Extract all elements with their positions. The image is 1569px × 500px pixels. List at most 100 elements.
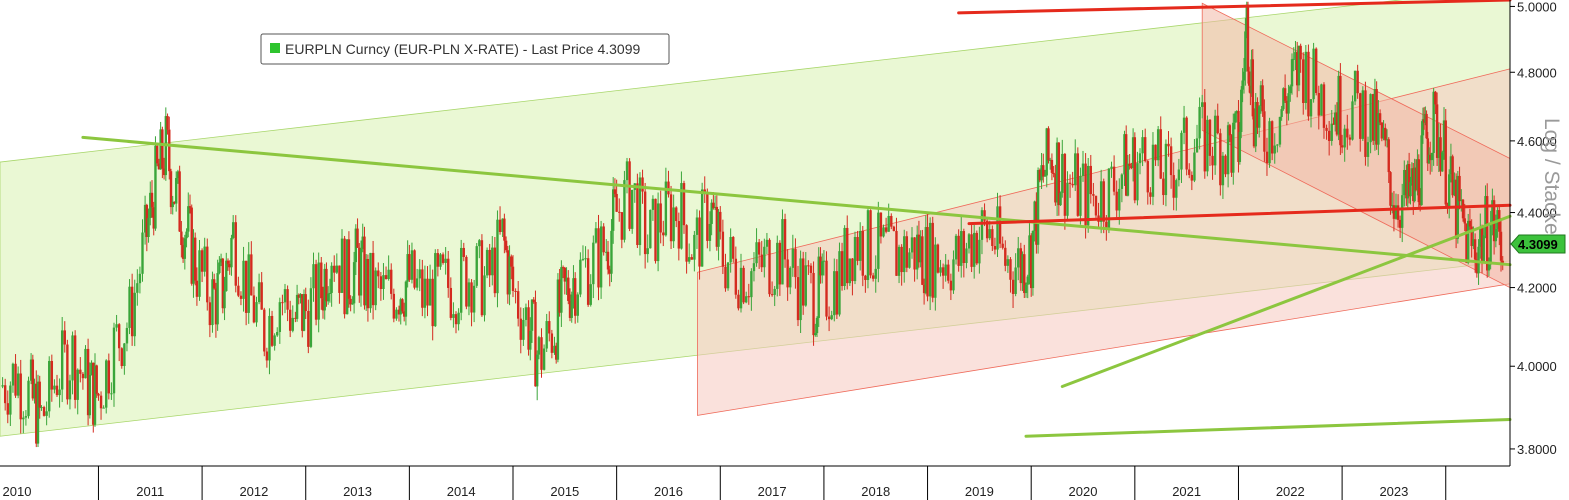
candle-body <box>174 177 178 204</box>
candle-body <box>295 294 299 319</box>
candle-body <box>81 373 85 379</box>
candle-body <box>804 265 807 306</box>
candle-body <box>1451 156 1454 196</box>
candle-body <box>669 194 673 242</box>
candle-body <box>1412 168 1415 202</box>
candle-body <box>228 263 231 268</box>
candle-body <box>439 254 442 267</box>
candle-body <box>1061 153 1064 193</box>
candle-body <box>169 171 173 208</box>
candle-body <box>53 385 56 390</box>
candle-body <box>221 258 225 309</box>
candle-body <box>972 232 976 267</box>
candle-body <box>1405 169 1408 199</box>
candle-body <box>548 321 551 334</box>
candle-body <box>516 291 520 319</box>
candle-body <box>149 192 152 218</box>
candle-body <box>1453 179 1456 196</box>
candle-body <box>825 260 828 317</box>
candle-body <box>361 236 364 249</box>
candle-body <box>326 293 330 302</box>
candle-body <box>1130 165 1133 169</box>
candle-body <box>978 239 981 264</box>
candle-body <box>871 275 875 279</box>
candle-body <box>157 163 161 170</box>
candle-body <box>993 245 997 250</box>
candle-body <box>794 248 797 278</box>
candle-body <box>503 218 506 241</box>
candle-body <box>428 278 432 306</box>
candle-body <box>288 309 292 331</box>
candle-body <box>835 271 839 315</box>
candle-body <box>1421 119 1425 136</box>
x-tick-label: 2019 <box>965 484 994 499</box>
candle-body <box>323 268 326 311</box>
candle-body <box>570 294 573 318</box>
candle-body <box>768 239 771 295</box>
candle-body <box>594 228 598 243</box>
candle-body <box>225 260 228 291</box>
candle-body <box>1263 111 1266 152</box>
candle-body <box>1107 168 1111 229</box>
candle-body <box>1364 90 1367 157</box>
candle-body <box>125 327 129 344</box>
candle-body <box>415 278 419 288</box>
candle-body <box>162 168 166 176</box>
candle-body <box>371 252 375 306</box>
candle-body <box>133 292 136 337</box>
y-tick-label: 4.0000 <box>1517 359 1557 374</box>
x-tick-label: 2022 <box>1276 484 1305 499</box>
candle-body <box>960 231 963 266</box>
candle-body <box>1036 170 1040 245</box>
candle-body <box>724 266 727 289</box>
candle-body <box>1149 192 1152 197</box>
candle-body <box>592 242 595 285</box>
candle-body <box>66 344 69 400</box>
candle-body <box>713 206 717 209</box>
candle-body <box>1463 218 1466 224</box>
candle-body <box>755 242 758 264</box>
candle-body <box>1216 115 1219 134</box>
candle-body <box>646 248 649 255</box>
candle-body <box>729 237 732 263</box>
candle-body <box>1295 52 1299 86</box>
candle-body <box>1257 106 1261 128</box>
candle-body <box>1038 170 1042 181</box>
candle-body <box>171 201 174 208</box>
candle-body <box>602 226 605 253</box>
candle-body <box>908 252 911 268</box>
candle-body <box>1006 259 1010 266</box>
candle-body <box>452 314 455 318</box>
candle-body <box>840 251 844 287</box>
candle-body <box>926 227 929 297</box>
candle-body <box>770 294 774 296</box>
candle-body <box>93 365 97 425</box>
candle-body <box>732 237 735 259</box>
candle-body <box>352 262 356 304</box>
candle-body <box>1439 137 1442 172</box>
candle-body <box>19 373 22 420</box>
candle-body <box>903 236 906 273</box>
candle-body <box>1447 174 1451 207</box>
candle-body <box>511 266 515 291</box>
candle-body <box>1066 182 1069 216</box>
candle-body <box>480 240 484 316</box>
candle-body <box>757 242 761 255</box>
candle-body <box>501 218 504 233</box>
candle-body <box>230 237 233 268</box>
candle-body <box>6 403 9 415</box>
candle-body <box>664 181 668 236</box>
candle-body <box>123 343 126 367</box>
candle-body <box>573 278 577 316</box>
candle-body <box>879 212 883 237</box>
candle-body <box>508 256 511 295</box>
candle-body <box>1278 116 1282 145</box>
candle-body <box>1084 163 1087 226</box>
candle-body <box>996 206 999 250</box>
candle-body <box>211 279 214 326</box>
candle-body <box>1193 152 1196 181</box>
candle-body <box>1371 94 1375 141</box>
candle-body <box>1206 119 1209 172</box>
candle-body <box>86 348 90 416</box>
